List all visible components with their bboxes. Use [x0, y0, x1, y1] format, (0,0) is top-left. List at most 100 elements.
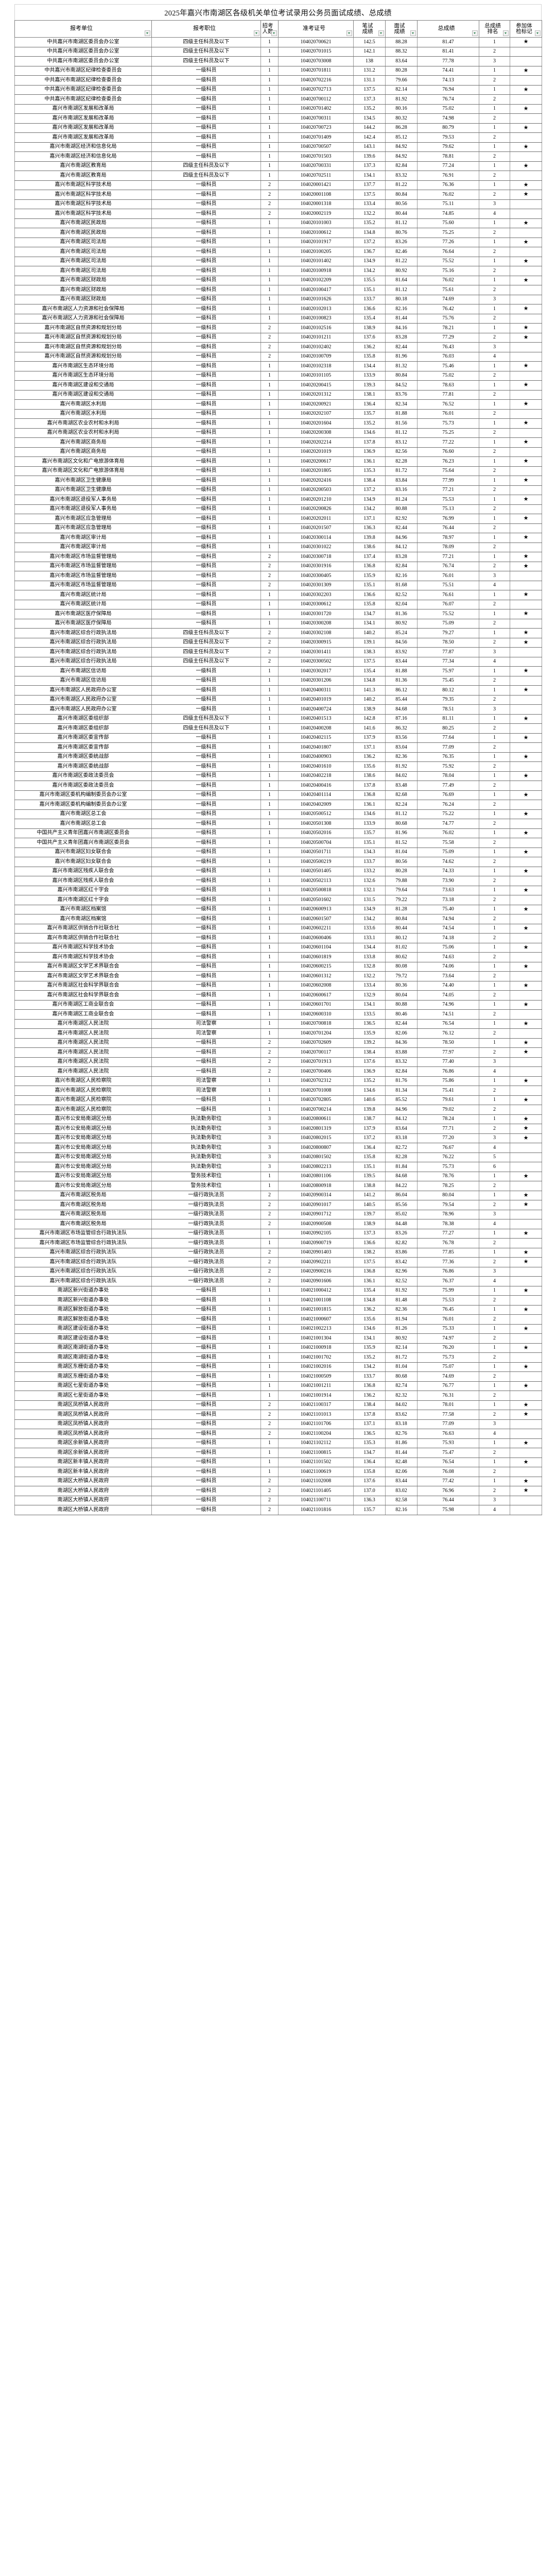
cell-rank: 2: [479, 637, 510, 648]
column-header-num[interactable]: 招考 人数: [260, 20, 279, 38]
cell-num: 1: [260, 1181, 279, 1191]
cell-written: 133.8: [353, 952, 386, 962]
cell-written: 135.9: [353, 1028, 386, 1039]
cell-rank: 4: [479, 1429, 510, 1439]
cell-written: 137.3: [353, 1228, 386, 1239]
cell-unit: 嘉兴市南湖区总工会: [14, 819, 152, 829]
cell-mark: [510, 571, 542, 581]
cell-post: 一级科员: [151, 132, 261, 143]
cell-unit: 嘉兴市南湖区生态环境分局: [14, 370, 152, 381]
cell-total: 74.13: [417, 75, 479, 86]
column-header-interview[interactable]: 面试 成绩: [385, 20, 418, 38]
cell-interview: 88.32: [385, 46, 418, 57]
cell-unit: 嘉兴市南湖区建设和交通局: [14, 389, 152, 400]
cell-ticket: 104020102402: [278, 342, 354, 352]
filter-dropdown-icon[interactable]: [271, 30, 277, 36]
filter-dropdown-icon[interactable]: [145, 30, 150, 36]
cell-num: 1: [260, 1391, 279, 1401]
cell-num: 2: [260, 552, 279, 562]
cell-mark: [510, 618, 542, 629]
cell-rank: 1: [479, 1362, 510, 1372]
filter-dropdown-icon[interactable]: [378, 30, 384, 36]
cell-post: 一级科员: [151, 694, 261, 705]
cell-ticket: 104020202214: [278, 437, 354, 448]
column-header-rank[interactable]: 总成绩 排名: [479, 20, 510, 38]
table-row: 嘉兴市南湖区经济和信息化局 一级科员 1 104020700507 143.1 84.92…: [14, 142, 542, 152]
cell-interview: 82.06: [385, 1028, 418, 1039]
cell-post: 一级行政执法员: [151, 1200, 261, 1210]
cell-written: 132.2: [353, 971, 386, 981]
cell-total: 73.63: [417, 885, 479, 895]
cell-interview: 82.28: [385, 456, 418, 467]
filter-dropdown-icon[interactable]: [472, 30, 478, 36]
cell-total: 76.91: [417, 171, 479, 181]
cell-rank: 1: [479, 609, 510, 619]
cell-written: 137.5: [353, 190, 386, 200]
cell-interview: 81.84: [385, 1162, 418, 1172]
filter-dropdown-icon[interactable]: [410, 30, 416, 36]
cell-mark: ★: [510, 1171, 542, 1181]
column-header-ticket[interactable]: 准考证号: [278, 20, 354, 38]
filter-dropdown-icon[interactable]: [535, 30, 541, 36]
cell-num: 1: [260, 533, 279, 543]
cell-total: 75.11: [417, 199, 479, 209]
cell-post: 一级科员: [151, 809, 261, 819]
cell-ticket: 104020602008: [278, 980, 354, 991]
column-header-mark[interactable]: 参加体 检标记: [510, 20, 542, 38]
filter-dropdown-icon[interactable]: [254, 30, 259, 36]
cell-unit: 嘉兴市南湖区司法局: [14, 256, 152, 266]
cell-unit: 南湖区解放街道办事处: [14, 1304, 152, 1315]
cell-post: 四级主任科员及以下: [151, 161, 261, 171]
column-header-written[interactable]: 笔试 成绩: [353, 20, 386, 38]
cell-num: 1: [260, 247, 279, 257]
cell-ticket: 104020102209: [278, 275, 354, 285]
cell-written: 144.2: [353, 123, 386, 133]
cell-num: 1: [260, 228, 279, 238]
cell-interview: 80.62: [385, 952, 418, 962]
cell-post: 一级科员: [151, 533, 261, 543]
cell-total: 74.94: [417, 914, 479, 924]
cell-unit: 嘉兴市南湖区文学艺术界联合会: [14, 961, 152, 972]
cell-total: 78.38: [417, 1219, 479, 1229]
cell-post: 一级科员: [151, 561, 261, 571]
column-header-total[interactable]: 总成绩: [417, 20, 479, 38]
cell-rank: 1: [479, 828, 510, 838]
filter-dropdown-icon[interactable]: [503, 30, 509, 36]
table-row: 嘉兴市南湖区发展和改革局 一级科员 1 104020701402 135.2 80.16 7…: [14, 104, 542, 114]
cell-interview: 84.92: [385, 142, 418, 152]
cell-mark: [510, 742, 542, 753]
cell-ticket: 104021000509: [278, 1371, 354, 1382]
cell-ticket: 104020302203: [278, 590, 354, 600]
cell-ticket: 104021100815: [278, 1448, 354, 1458]
cell-mark: ★: [510, 161, 542, 171]
cell-rank: 2: [479, 723, 510, 734]
cell-unit: 南湖区七星街道办事处: [14, 1381, 152, 1391]
cell-mark: [510, 599, 542, 609]
cell-written: 135.1: [353, 1162, 386, 1172]
cell-rank: 2: [479, 1086, 510, 1096]
filter-dropdown-icon[interactable]: [346, 30, 352, 36]
cell-rank: 2: [479, 1257, 510, 1267]
table-row: 嘉兴市南湖区总工会 一级科员 1 104020500512 134.6 81.12 75.2…: [14, 809, 542, 819]
cell-total: 76.67: [417, 1143, 479, 1153]
table-row: 中共嘉兴市南湖区纪律检查委员会 一级科员 1 104020702713 137.5 82.…: [14, 84, 542, 95]
cell-interview: 84.12: [385, 542, 418, 552]
table-row: 嘉兴市南湖区经济和信息化局 一级科员 1 104020701503 139.6 84.92…: [14, 151, 542, 162]
cell-num: 1: [260, 151, 279, 162]
cell-mark: ★: [510, 552, 542, 562]
cell-written: 139.5: [353, 1171, 386, 1181]
cell-rank: 1: [479, 275, 510, 285]
cell-total: 77.22: [417, 437, 479, 448]
cell-total: 77.40: [417, 1057, 479, 1067]
cell-ticket: 104020102013: [278, 304, 354, 314]
cell-unit: 嘉兴市南湖区文化和广电旅游体育局: [14, 466, 152, 476]
column-header-unit[interactable]: 报考单位: [14, 20, 152, 38]
column-header-post[interactable]: 报考职位: [151, 20, 261, 38]
cell-post: 一级科员: [151, 675, 261, 686]
cell-total: 74.40: [417, 980, 479, 991]
cell-mark: [510, 990, 542, 1001]
cell-num: 1: [260, 828, 279, 838]
cell-unit: 嘉兴市南湖区市场监督管理局: [14, 561, 152, 571]
table-row: 嘉兴市南湖区科学技术局 一级科员 2 104020001318 133.4 80.56 75…: [14, 199, 542, 209]
cell-interview: 81.12: [385, 285, 418, 295]
